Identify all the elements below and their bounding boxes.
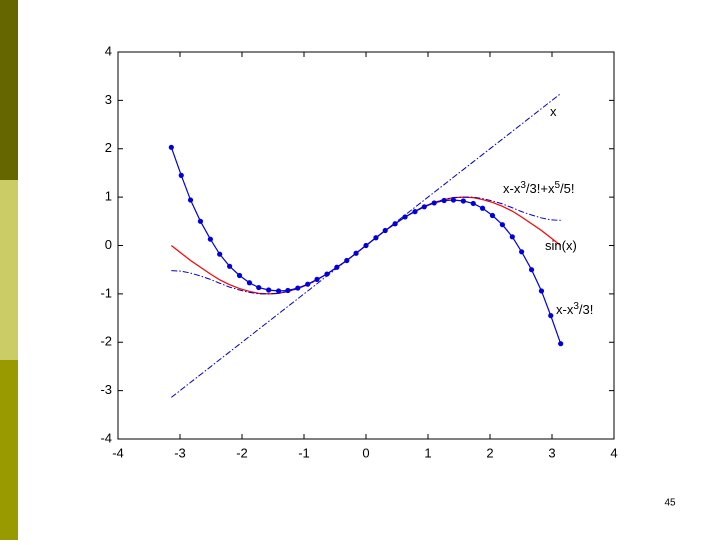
y-tick-label: 2: [105, 140, 112, 155]
series-marker: [236, 272, 243, 279]
x-tick-label: -4: [112, 445, 124, 460]
series-marker: [479, 205, 486, 211]
side-bar: [0, 360, 18, 540]
y-tick-label: -3: [100, 382, 112, 397]
series-marker: [178, 172, 184, 178]
annotation: sin(x): [545, 238, 577, 253]
x-tick-label: 4: [610, 445, 617, 460]
x-tick-label: 2: [486, 445, 493, 460]
annotation-text: x-x: [556, 302, 574, 317]
series-marker: [217, 251, 223, 257]
annotation-text: x: [550, 104, 557, 119]
annotation-text: /3!+x: [526, 181, 555, 196]
annotation-superscript: 5: [554, 180, 560, 191]
series-marker: [266, 287, 272, 293]
series-marker: [450, 197, 457, 203]
side-bar: [0, 0, 18, 180]
series-marker: [197, 218, 204, 224]
annotation-text: x-x: [503, 181, 521, 196]
x-tick-label: -3: [174, 445, 186, 460]
series-marker: [207, 236, 213, 242]
series-marker: [275, 288, 282, 294]
series-marker: [538, 288, 545, 294]
x-tick-label: 3: [548, 445, 555, 460]
x-tick-label: -2: [236, 445, 248, 460]
series-marker: [548, 313, 554, 319]
y-tick-label: 3: [105, 92, 112, 107]
series-marker: [499, 222, 505, 228]
y-tick-label: -4: [100, 430, 112, 445]
y-tick-label: 1: [105, 189, 112, 204]
slide-number: 45: [664, 498, 676, 509]
series-line: [171, 196, 561, 295]
series-marker: [187, 197, 194, 203]
annotation: x-x3/3!+x5/5!: [503, 180, 574, 197]
x-tick-label: 0: [362, 445, 369, 460]
annotation-superscript: 3: [520, 180, 526, 191]
y-tick-label: 4: [105, 43, 112, 58]
annotation: x-x3/3!: [556, 301, 593, 318]
annotation-text: /3!: [579, 302, 593, 317]
annotation-text: /5!: [560, 181, 574, 196]
series-marker: [519, 249, 525, 255]
series-marker: [509, 234, 515, 240]
series-marker: [470, 200, 476, 207]
x-tick-label: -1: [298, 445, 310, 460]
annotation-superscript: 3: [573, 301, 579, 312]
series-marker: [460, 198, 466, 204]
y-tick-label: -2: [100, 334, 112, 349]
y-tick-label: -1: [100, 285, 112, 300]
annotation: x: [550, 104, 557, 119]
series-marker: [256, 284, 262, 291]
series-marker: [168, 144, 174, 150]
series-marker: [558, 341, 564, 347]
series-marker: [528, 267, 535, 273]
series-marker: [227, 263, 233, 269]
y-tick-label: 0: [105, 237, 112, 252]
x-tick-label: 1: [424, 445, 431, 460]
annotation-text: sin(x): [545, 238, 577, 253]
side-bar: [0, 180, 18, 360]
series-marker: [246, 280, 253, 286]
series-marker: [489, 212, 496, 219]
